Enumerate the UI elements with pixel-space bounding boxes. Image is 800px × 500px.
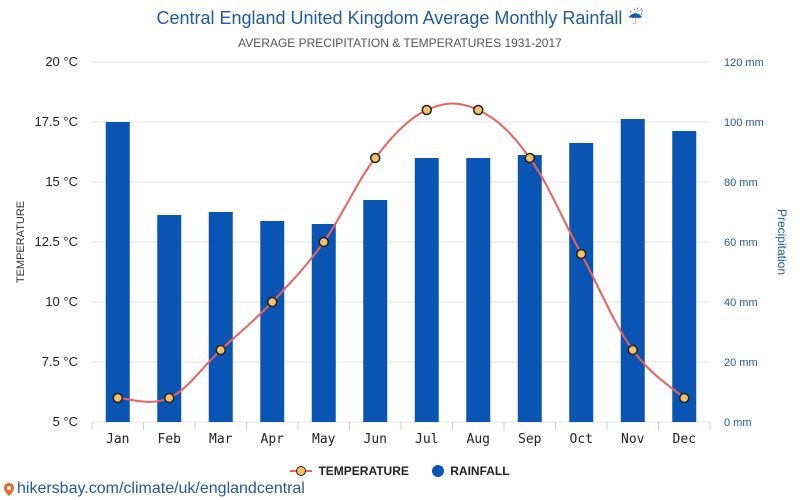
- rainfall-bar: [363, 200, 388, 422]
- legend-temperature-label: TEMPERATURE: [318, 464, 409, 478]
- x-tick-label: Aug: [467, 432, 490, 447]
- right-axis-title: Precipitation: [775, 209, 789, 275]
- x-tick-label: Apr: [261, 432, 285, 447]
- rainfall-bar: [569, 143, 594, 422]
- rainfall-dot-icon: [432, 465, 445, 477]
- rainfall-bar: [260, 221, 285, 422]
- temperature-point: [524, 152, 535, 164]
- source-link[interactable]: hikersbay.com/climate/uk/englandcentral: [4, 480, 305, 498]
- climate-chart: 5 °C7.5 °C10 °C12.5 °C15 °C17.5 °C20 °C …: [15, 54, 789, 447]
- left-axis-title: TEMPERATURE: [15, 201, 27, 283]
- x-tick-label: Sep: [518, 432, 542, 447]
- temperature-point: [318, 236, 329, 248]
- rainfall-bar: [157, 215, 182, 422]
- left-tick-label: 5 °C: [53, 414, 78, 429]
- right-tick-label: 60 mm: [724, 237, 758, 249]
- temperature-line: [117, 102, 685, 403]
- temperature-point: [370, 152, 381, 164]
- temperature-point: [267, 296, 278, 308]
- right-tick-label: 20 mm: [724, 357, 758, 369]
- x-tick-label: Jun: [364, 432, 387, 447]
- x-tick-label: Jul: [415, 432, 438, 447]
- temperature-line-marker-icon: [290, 465, 313, 477]
- rainfall-bar: [208, 212, 233, 422]
- rainfall-bar: [414, 158, 439, 422]
- chart-subtitle: AVERAGE PRECIPITATION & TEMPERATURES 193…: [238, 36, 562, 50]
- left-axis-ticks: 5 °C 7.5 °C 10 °C 12.5 °C 15 °C 17.5 °C 20 °C: [34, 54, 78, 429]
- right-tick-label: 100 mm: [724, 117, 764, 129]
- legend: TEMPERATURE RAINFALL: [0, 464, 800, 480]
- temperature-point: [112, 392, 123, 404]
- right-tick-label: 40 mm: [724, 297, 758, 309]
- legend-temperature[interactable]: TEMPERATURE: [290, 464, 409, 478]
- temperature-point: [421, 104, 432, 116]
- x-tick-label: Dec: [673, 432, 696, 447]
- temperature-point: [473, 104, 484, 116]
- temperature-point: [164, 392, 175, 404]
- left-tick-label: 20 °C: [45, 54, 78, 69]
- right-axis-ticks: 0 mm 20 mm 40 mm 60 mm 80 mm 100 mm 120 mm: [724, 57, 764, 429]
- temperature-point: [627, 344, 638, 356]
- chart-title: Central England United Kingdom Average M…: [156, 8, 644, 28]
- temperature-point: [679, 392, 690, 404]
- legend-rainfall[interactable]: RAINFALL: [432, 464, 510, 478]
- legend-rainfall-label: RAINFALL: [450, 464, 510, 478]
- x-tick-label: Oct: [570, 432, 593, 447]
- left-tick-label: 12.5 °C: [34, 234, 78, 249]
- right-tick-label: 0 mm: [724, 417, 752, 429]
- left-tick-label: 7.5 °C: [42, 354, 78, 369]
- rainfall-bar: [517, 155, 542, 422]
- temperature-point: [215, 344, 226, 356]
- x-tick-label: May: [312, 432, 336, 447]
- rainfall-bar: [105, 122, 130, 422]
- rainfall-bar: [466, 158, 491, 422]
- left-tick-label: 10 °C: [45, 294, 78, 309]
- grid-lines: [91, 61, 711, 430]
- right-tick-label: 80 mm: [724, 177, 758, 189]
- x-tick-label: Jan: [106, 432, 129, 447]
- right-tick-label: 120 mm: [724, 57, 764, 69]
- left-tick-label: 15 °C: [45, 174, 78, 189]
- temperature-point: [576, 248, 587, 260]
- map-pin-icon: [4, 482, 14, 496]
- source-url: hikersbay.com/climate/uk/englandcentral: [17, 480, 305, 497]
- x-tick-label: Nov: [621, 432, 645, 447]
- rainfall-bar: [620, 119, 645, 422]
- x-axis-ticks: Jan Feb Mar Apr May Jun Jul Aug Sep Oct Nov Dec: [106, 432, 696, 447]
- temperature-line-group: [112, 102, 690, 404]
- rainfall-bars: [105, 119, 697, 422]
- x-tick-label: Feb: [158, 432, 182, 447]
- x-tick-label: Mar: [209, 432, 233, 447]
- rainfall-bar: [672, 131, 697, 422]
- left-tick-label: 17.5 °C: [34, 114, 78, 129]
- rainfall-bar: [311, 224, 336, 422]
